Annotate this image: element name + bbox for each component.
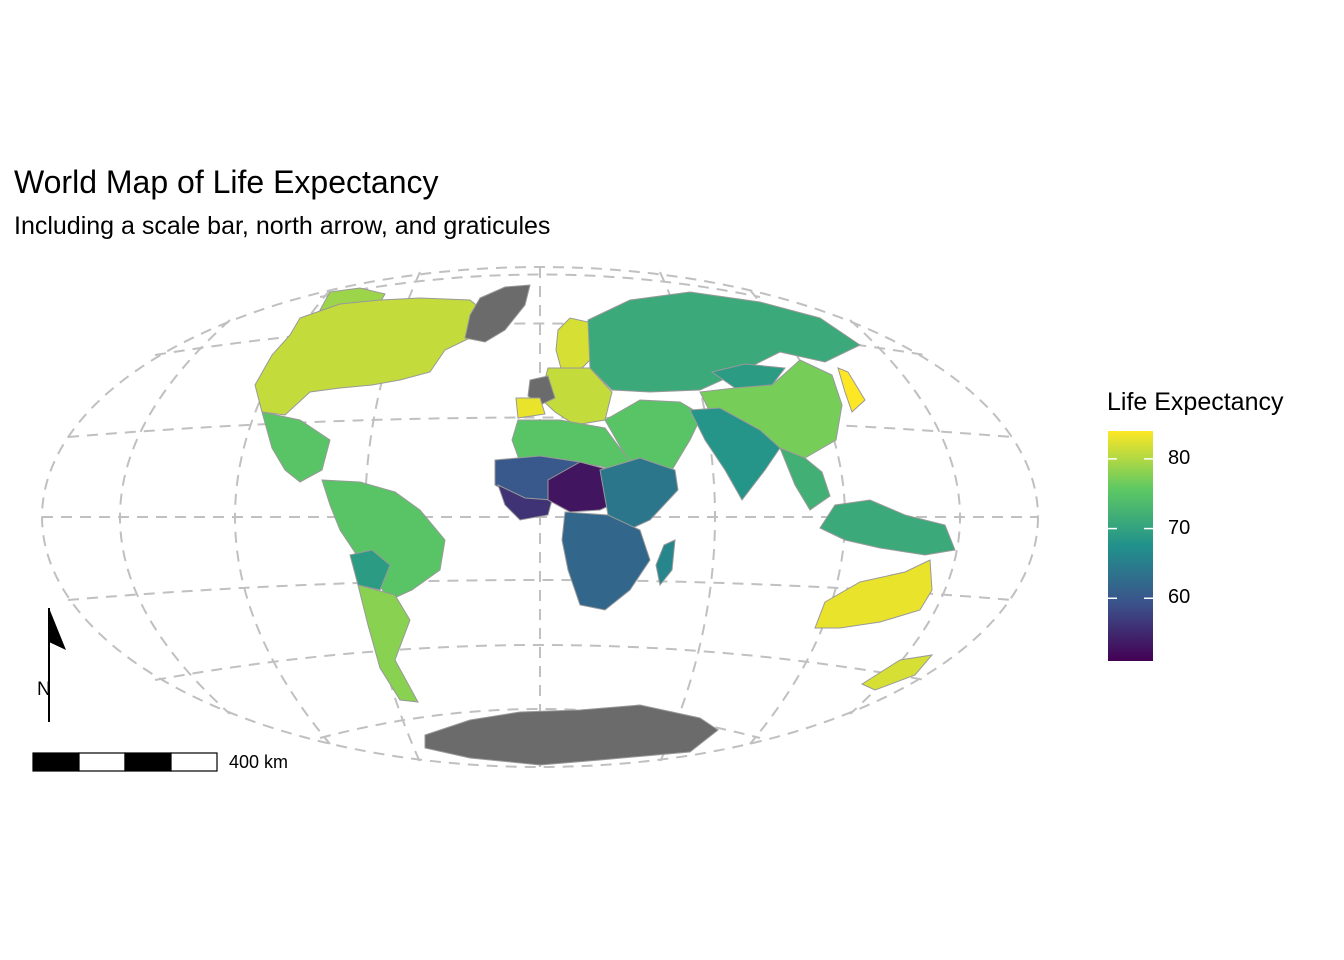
- scale-bar-segment: [32, 752, 80, 772]
- graticule-parallel: [67, 416, 1013, 438]
- region-spain[interactable]: [515, 397, 546, 419]
- region-central-america[interactable]: [261, 411, 331, 483]
- scale-bar: [32, 752, 218, 772]
- graticule-meridian: [119, 319, 231, 715]
- region-south-asia[interactable]: [689, 407, 781, 501]
- scale-bar-segment: [170, 752, 218, 772]
- region-japan[interactable]: [837, 367, 866, 413]
- legend-colorbar-group: [1108, 431, 1153, 661]
- region-south-america[interactable]: [321, 479, 446, 601]
- legend-tick-label: 80: [1168, 446, 1191, 469]
- legend-tick-label: 70: [1168, 516, 1191, 539]
- map-title: World Map of Life Expectancy: [14, 164, 439, 200]
- landmasses: [254, 284, 956, 766]
- region-bolivia[interactable]: [349, 549, 391, 591]
- legend-colorbar: [1108, 431, 1153, 661]
- region-scandinavia[interactable]: [555, 317, 599, 373]
- region-indonesia[interactable]: [819, 499, 956, 556]
- north-arrow: [48, 608, 66, 722]
- legend-tick-label: 60: [1168, 586, 1191, 609]
- region-russia[interactable]: [587, 291, 861, 393]
- region-new-zealand[interactable]: [860, 654, 934, 691]
- region-west-africa[interactable]: [497, 484, 553, 521]
- north-arrow-head: [49, 608, 66, 650]
- graticule-meridian: [659, 271, 716, 763]
- legend-title: Life Expectancy: [1107, 388, 1284, 416]
- scale-bar-segment: [78, 752, 126, 772]
- scale-bar-label: 400 km: [229, 752, 289, 772]
- legend-ticks: [1108, 458, 1153, 600]
- scale-bar-segment: [124, 752, 172, 772]
- region-antarctica[interactable]: [424, 704, 719, 766]
- region-southern-cone[interactable]: [357, 584, 419, 703]
- graticule-parallel: [154, 322, 926, 356]
- region-southeast-asia[interactable]: [779, 447, 831, 511]
- region-mongolia[interactable]: [710, 363, 786, 389]
- graticule-parallel: [154, 644, 926, 681]
- region-north-america[interactable]: [254, 297, 496, 416]
- region-madagascar[interactable]: [655, 539, 676, 587]
- graticule-parallel: [319, 273, 761, 298]
- region-southern-africa[interactable]: [561, 511, 651, 611]
- north-arrow-label: N: [37, 679, 51, 700]
- map-subtitle: Including a scale bar, north arrow, and …: [14, 212, 551, 240]
- region-greenland[interactable]: [464, 284, 531, 343]
- region-australia[interactable]: [814, 559, 933, 629]
